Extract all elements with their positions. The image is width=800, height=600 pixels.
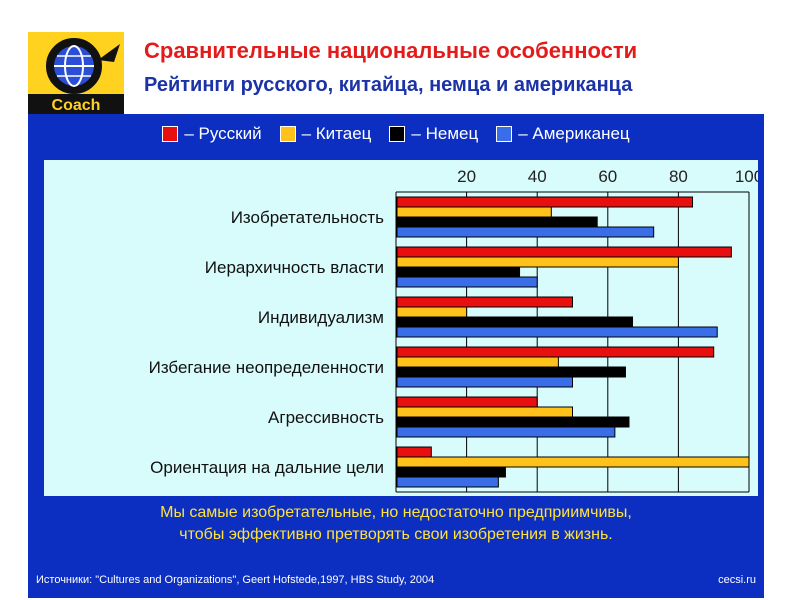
bar — [396, 466, 506, 478]
footer-line-2: чтобы эффективно претворять свои изобрет… — [179, 526, 613, 543]
x-tick-label: 80 — [669, 167, 688, 186]
coach-logo: Coach — [28, 32, 124, 114]
bar — [396, 276, 538, 288]
bar — [396, 296, 573, 308]
legend-item-american: – Американец — [496, 124, 630, 144]
legend-label-american: – Американец — [518, 124, 630, 143]
x-tick-label: 60 — [598, 167, 617, 186]
bar — [396, 376, 573, 388]
bar — [396, 346, 715, 358]
category-label: Иерархичность власти — [205, 258, 384, 277]
x-tick-label: 100 — [735, 167, 758, 186]
bar — [396, 216, 598, 228]
legend-item-russian: – Русский — [162, 124, 262, 144]
footer-message: Мы самые изобретательные, но недостаточн… — [28, 502, 764, 546]
bar — [396, 476, 499, 488]
legend-label-russian: – Русский — [184, 124, 262, 143]
bar-chart: 20 40 60 80 100 Изобретательность Иерархичност… — [149, 167, 758, 493]
sources-note: Источники: "Cultures and Organizations",… — [36, 574, 435, 586]
bar — [396, 456, 750, 468]
logo-text: Coach — [52, 97, 101, 114]
category-label: Агрессивность — [268, 408, 384, 427]
header: Coach Сравнительные национальные особенн… — [28, 32, 764, 114]
bar — [396, 366, 626, 378]
category-label: Изобретательность — [231, 208, 384, 227]
bar — [396, 326, 718, 338]
footer-line-1: Мы самые изобретательные, но недостаточн… — [160, 504, 632, 521]
bar — [396, 246, 732, 258]
legend-swatch-german — [389, 126, 406, 142]
x-tick-label: 40 — [528, 167, 547, 186]
plot-area: 20 40 60 80 100 Изобретательность Иерархичност… — [44, 160, 758, 496]
category-label: Избегание неопределенности — [149, 358, 384, 377]
bar — [396, 446, 432, 458]
legend-swatch-chinese — [279, 126, 296, 142]
legend-swatch-american — [496, 126, 513, 142]
bar — [396, 406, 573, 418]
bar — [396, 356, 559, 368]
category-label: Ориентация на дальние цели — [150, 458, 384, 477]
legend-label-german: – Немец — [411, 124, 479, 143]
bar — [396, 306, 468, 318]
bar — [396, 226, 655, 238]
bar — [396, 196, 694, 208]
bar — [396, 416, 630, 428]
bar — [396, 316, 634, 328]
chart-subtitle: Рейтинги русского, китайца, немца и амер… — [144, 74, 633, 96]
site-link: cecsi.ru — [718, 574, 756, 586]
legend-item-german: – Немец — [389, 124, 478, 144]
chart-panel: – Русский – Китаец – Немец – Американец … — [28, 114, 764, 598]
legend-label-chinese: – Китаец — [301, 124, 372, 143]
bar — [396, 266, 521, 278]
legend-item-chinese: – Китаец — [279, 124, 372, 144]
legend: – Русский – Китаец – Немец – Американец — [28, 114, 764, 154]
bar — [396, 426, 616, 438]
category-label: Индивидуализм — [258, 308, 384, 327]
bar — [396, 256, 679, 268]
legend-swatch-russian — [162, 126, 179, 142]
bar — [396, 206, 552, 218]
bar — [396, 396, 538, 408]
chart-title: Сравнительные национальные особенности — [144, 38, 638, 63]
x-tick-label: 20 — [457, 167, 476, 186]
